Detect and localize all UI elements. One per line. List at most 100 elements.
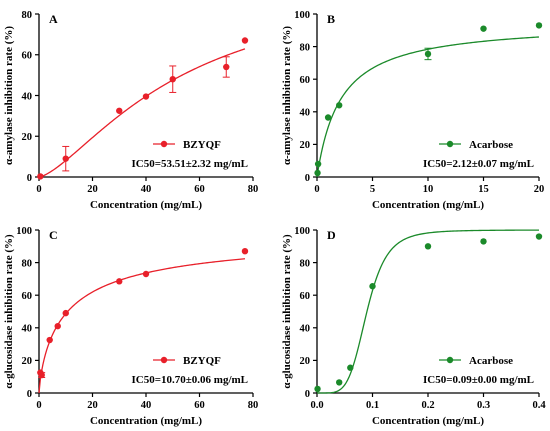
data-point	[336, 102, 343, 109]
data-point	[424, 50, 432, 58]
x-tick-label: 10	[423, 184, 434, 195]
panel-label: B	[327, 12, 335, 26]
y-tick-label: 0	[305, 173, 310, 184]
x-tick-label: 20	[87, 400, 98, 411]
panel-A: 0 20 40 60 80 0 20 40 60 80 Concentration (mg/mL) α…	[3, 10, 258, 211]
x-tick-label: 0.3	[477, 400, 490, 411]
x-axis-title: Concentration (mg/mL)	[372, 415, 484, 427]
legend: Acarbose	[439, 139, 513, 151]
x-tick-label: 80	[248, 184, 259, 195]
y-tick-label: 0	[305, 389, 310, 400]
data-point	[347, 364, 354, 371]
data-point	[62, 155, 69, 162]
data-point	[38, 371, 45, 379]
x-axis-title: Concentration (mg/mL)	[372, 199, 484, 211]
y-tick-label: 60	[300, 75, 311, 86]
x-tick-label: 0	[36, 400, 41, 411]
y-tick-label: 60	[22, 291, 33, 302]
legend-label: Acarbose	[469, 355, 513, 367]
x-tick-label: 40	[141, 184, 152, 195]
y-tick-label: 20	[300, 140, 311, 151]
legend-label: BZYQF	[183, 355, 221, 367]
data-point	[336, 379, 343, 386]
x-axis-title: Concentration (mg/mL)	[90, 199, 202, 211]
x-tick-label: 5	[370, 184, 375, 195]
data-point	[116, 278, 123, 285]
data-point	[535, 22, 543, 29]
legend-marker	[446, 356, 454, 364]
x-tick-label: 0	[36, 184, 41, 195]
y-tick-label: 40	[22, 324, 33, 335]
ic50-annotation: IC50=0.09±0.00 mg/mL	[423, 374, 534, 386]
data-point	[62, 309, 69, 317]
data-point	[241, 247, 249, 255]
data-point	[223, 63, 230, 71]
y-tick-label: 60	[22, 51, 33, 62]
y-axis-title: α-glucosidase inhibition rate (%)	[3, 234, 15, 389]
y-tick-label: 0	[27, 389, 32, 400]
y-tick-label: 60	[300, 291, 311, 302]
y-tick-label: 20	[22, 356, 33, 367]
legend-marker	[160, 356, 168, 364]
ic50-annotation: IC50=10.70±0.06 mg/mL	[132, 374, 249, 386]
x-tick-label: 15	[478, 184, 489, 195]
y-tick-label: 20	[300, 356, 311, 367]
x-tick-label: 0	[314, 184, 319, 195]
y-tick-label: 80	[300, 258, 311, 269]
data-point	[46, 336, 53, 344]
panel-label: A	[49, 12, 58, 26]
x-tick-label: 0.0	[310, 400, 323, 411]
x-tick-label: 60	[194, 184, 205, 195]
y-tick-label: 80	[22, 258, 33, 269]
x-tick-label: 40	[141, 400, 152, 411]
fit-curve	[317, 229, 540, 394]
y-axis-title: α-amylase inhibition rate (%)	[281, 26, 293, 165]
data-point	[54, 322, 61, 330]
ic50-annotation: IC50=53.51±2.32 mg/mL	[132, 158, 249, 170]
x-tick-label: 80	[248, 400, 259, 411]
data-point	[314, 160, 322, 168]
y-tick-label: 40	[22, 91, 33, 102]
data-point	[369, 283, 376, 290]
panel-C: 0 20 40 60 80 0 20 40 60 80 100 Concentration (mg/m…	[3, 226, 258, 427]
y-tick-label: 20	[22, 132, 33, 143]
legend-label: BZYQF	[183, 139, 221, 151]
data-point	[116, 107, 123, 114]
panel-label: C	[49, 228, 58, 242]
panel-label: D	[327, 228, 336, 242]
y-tick-label: 0	[27, 173, 32, 184]
x-tick-label: 20	[534, 184, 545, 195]
data-point	[169, 76, 176, 83]
fit-curve	[38, 48, 246, 178]
y-tick-label: 100	[294, 10, 310, 21]
x-tick-label: 20	[87, 184, 98, 195]
y-tick-label: 40	[300, 324, 311, 335]
legend: BZYQF	[153, 355, 221, 367]
x-axis-title: Concentration (mg/mL)	[90, 415, 202, 427]
data-point	[480, 238, 487, 245]
data-point	[241, 37, 249, 44]
y-tick-label: 100	[16, 226, 32, 237]
data-point	[142, 93, 150, 100]
y-axis-title: α-glucosidase inhibition rate (%)	[281, 234, 293, 389]
legend-marker	[446, 140, 454, 148]
panel-D: 0.0 0.1 0.2 0.3 0.4 0 20 40 60 80 100 Concentration…	[281, 226, 546, 427]
legend: BZYQF	[153, 139, 221, 151]
data-point	[324, 114, 332, 121]
y-tick-label: 40	[300, 108, 311, 119]
panel-B: 0 5 10 15 20 0 20 40 60 80 100 Concentration (mg/mL…	[281, 10, 544, 211]
y-tick-label: 100	[294, 226, 310, 237]
legend-label: Acarbose	[469, 139, 513, 151]
legend: Acarbose	[439, 355, 513, 367]
x-tick-label: 0.2	[421, 400, 434, 411]
y-tick-label: 80	[300, 42, 311, 53]
y-axis-title: α-amylase inhibition rate (%)	[3, 26, 15, 165]
y-tick-label: 80	[22, 10, 33, 21]
legend-marker	[160, 140, 168, 148]
data-point	[535, 233, 543, 240]
x-tick-label: 60	[194, 400, 205, 411]
data-point	[314, 169, 321, 177]
data-point	[314, 385, 321, 393]
data-point	[424, 243, 432, 250]
